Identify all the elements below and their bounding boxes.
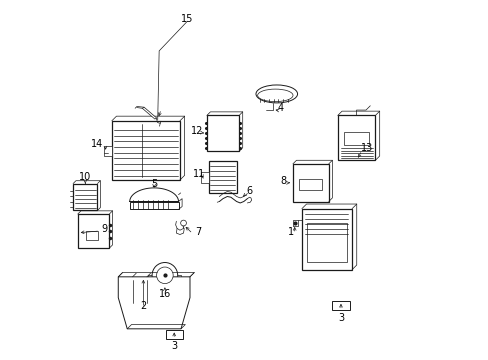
Text: 15: 15 xyxy=(181,14,193,24)
Bar xyxy=(337,116,375,160)
Text: 5: 5 xyxy=(151,179,157,189)
Bar xyxy=(299,179,322,190)
Text: 10: 10 xyxy=(79,172,91,183)
Text: 11: 11 xyxy=(192,169,204,179)
Text: 3: 3 xyxy=(171,341,177,351)
Ellipse shape xyxy=(255,85,297,103)
Text: 7: 7 xyxy=(194,228,201,237)
Text: 12: 12 xyxy=(191,126,203,136)
Text: 9: 9 xyxy=(102,225,107,234)
Bar xyxy=(292,164,328,202)
Text: 14: 14 xyxy=(91,139,103,149)
Bar xyxy=(301,209,351,270)
Text: 4: 4 xyxy=(277,103,283,113)
Text: 6: 6 xyxy=(245,186,252,197)
Bar xyxy=(104,145,112,156)
Text: 1: 1 xyxy=(287,228,294,237)
Bar xyxy=(306,223,346,262)
Text: 13: 13 xyxy=(360,143,372,153)
Circle shape xyxy=(180,220,186,226)
Bar xyxy=(208,161,236,193)
Polygon shape xyxy=(129,188,178,202)
Bar xyxy=(73,184,97,211)
Bar xyxy=(165,329,183,338)
Bar xyxy=(332,301,349,310)
Text: 3: 3 xyxy=(337,313,344,323)
Bar xyxy=(201,172,208,183)
Text: 2: 2 xyxy=(140,301,146,311)
Bar xyxy=(148,275,181,286)
Bar xyxy=(344,132,368,145)
Bar xyxy=(112,121,180,180)
Bar xyxy=(206,116,239,151)
Bar xyxy=(85,231,98,240)
Bar xyxy=(78,214,109,248)
Text: 8: 8 xyxy=(280,176,285,186)
Bar xyxy=(129,202,178,210)
Circle shape xyxy=(156,267,173,284)
Polygon shape xyxy=(118,277,190,329)
Circle shape xyxy=(152,262,177,288)
Text: 16: 16 xyxy=(159,289,171,299)
Polygon shape xyxy=(142,107,156,119)
